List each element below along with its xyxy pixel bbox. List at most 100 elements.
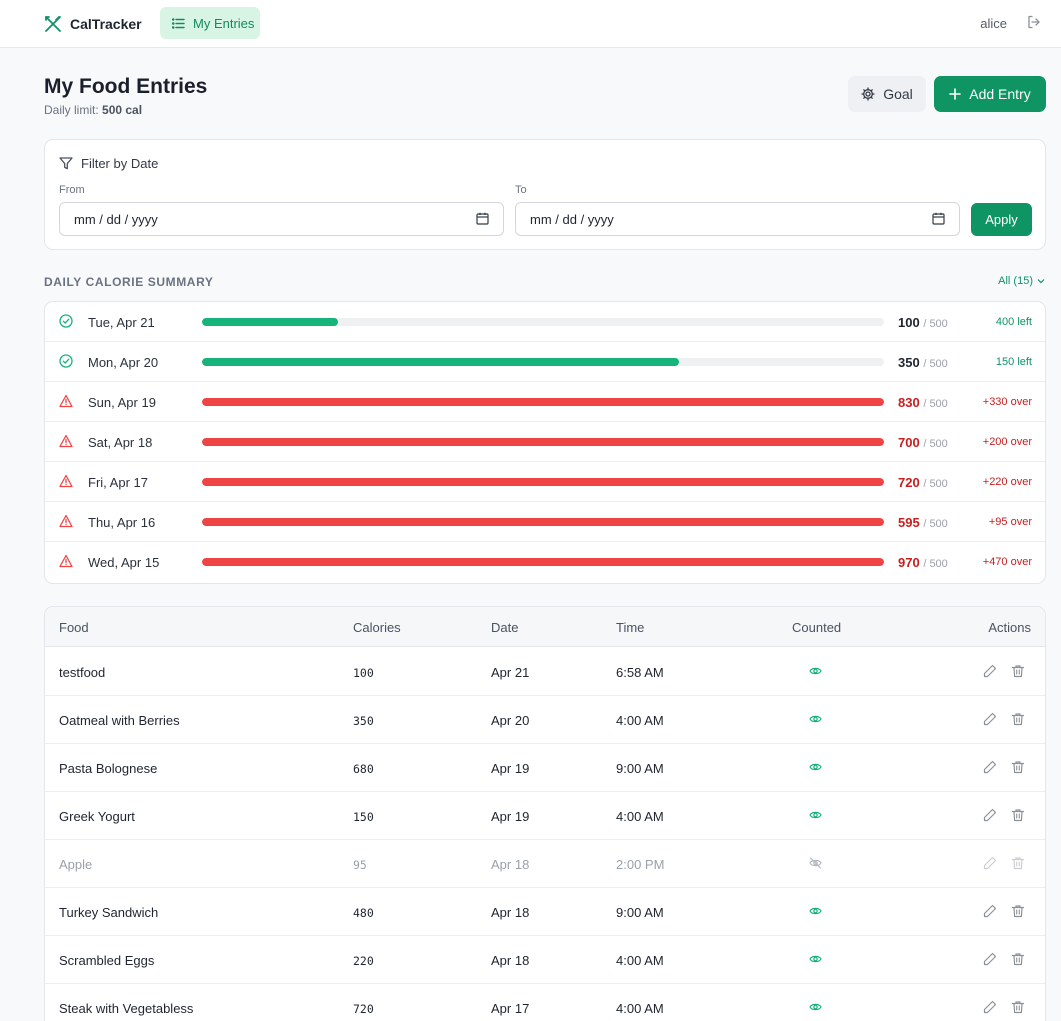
cell-food: Greek Yogurt [59,809,135,824]
counted-toggle[interactable] [809,665,822,680]
cell-time: 9:00 AM [616,761,664,776]
edit-button[interactable] [983,808,997,825]
edit-button[interactable] [983,952,997,969]
delete-button[interactable] [1011,664,1025,681]
remaining-calories: +220 over [982,476,1032,488]
entries-table: Food Calories Date Time Counted Actions … [44,606,1046,1021]
table-row[interactable]: Scrambled Eggs 220 Apr 18 4:00 AM [45,936,1045,984]
counted-toggle[interactable] [809,761,822,776]
progress-fill [202,318,339,326]
edit-button[interactable] [983,904,997,921]
to-label: To [515,184,527,196]
consumed-value: 970 [898,555,920,570]
cell-food: Apple [59,857,93,872]
table-row[interactable]: Oatmeal with Berries 350 Apr 20 4:00 AM [45,696,1045,744]
summary-row: Sat, Apr 18 700 / 500 +200 over [45,422,1045,462]
warning-triangle-icon [59,554,73,568]
progress-track [202,398,884,406]
consumed-value: 350 [898,355,920,370]
table-row[interactable]: Turkey Sandwich 480 Apr 18 9:00 AM [45,888,1045,936]
counted-toggle[interactable] [809,1001,822,1016]
table-row[interactable]: Pasta Bolognese 680 Apr 19 9:00 AM [45,744,1045,792]
cell-date: Apr 20 [491,713,530,728]
delete-button[interactable] [1011,904,1025,921]
remaining-calories: 150 left [995,356,1032,368]
consumed-value: 830 [898,395,920,410]
edit-button[interactable] [983,856,997,873]
daily-limit: Daily limit: 500 cal [44,103,142,117]
calendar-icon[interactable] [932,212,945,225]
pencil-icon [983,1000,997,1014]
pencil-icon [983,952,997,966]
cell-food: testfood [59,665,106,680]
limit-value: / 500 [923,398,948,410]
nav-my-entries[interactable]: My Entries [160,7,260,39]
from-date-input[interactable]: mm / dd / yyyy [59,202,504,236]
delete-button[interactable] [1011,856,1025,873]
list-icon [172,17,185,29]
table-row[interactable]: Steak with Vegetabless 720 Apr 17 4:00 AM [45,984,1045,1021]
filter-title: Filter by Date [81,156,159,171]
pencil-icon [983,904,997,918]
from-date-placeholder: mm / dd / yyyy [74,211,158,227]
counted-toggle[interactable] [809,713,822,728]
goal-button[interactable]: Goal [848,76,926,112]
counted-toggle[interactable] [809,953,822,968]
apply-filter-button[interactable]: Apply [971,203,1032,236]
logout-button[interactable] [1027,15,1041,32]
edit-button[interactable] [983,664,997,681]
add-entry-button[interactable]: Add Entry [934,76,1046,112]
pencil-icon [983,808,997,822]
summary-title: DAILY CALORIE SUMMARY [44,275,214,289]
summary-day: Tue, Apr 21 [88,315,155,330]
edit-button[interactable] [983,1000,997,1017]
cell-calories: 150 [353,810,374,824]
delete-button[interactable] [1011,952,1025,969]
summary-day: Mon, Apr 20 [88,355,159,370]
table-row[interactable]: testfood 100 Apr 21 6:58 AM [45,648,1045,696]
delete-button[interactable] [1011,808,1025,825]
summary-day: Thu, Apr 16 [88,515,156,530]
summary-row: Mon, Apr 20 350 / 500 150 left [45,342,1045,382]
cell-calories: 350 [353,714,374,728]
table-row[interactable]: Greek Yogurt 150 Apr 19 4:00 AM [45,792,1045,840]
calendar-icon[interactable] [476,212,489,225]
delete-button[interactable] [1011,760,1025,777]
col-time[interactable]: Time [616,620,645,635]
summary-range-dropdown[interactable]: All (15) [998,275,1045,287]
eye-icon [809,907,822,915]
limit-value: / 500 [923,518,948,530]
progress-track [202,358,884,366]
nav-my-entries-label: My Entries [193,15,255,31]
table-header: Food Calories Date Time Counted Actions [45,607,1045,647]
table-row[interactable]: Apple 95 Apr 18 2:00 PM [45,840,1045,888]
cell-date: Apr 19 [491,761,530,776]
brand[interactable]: CalTracker [44,14,142,34]
counted-toggle[interactable] [809,809,822,824]
cell-calories: 95 [353,858,367,872]
delete-button[interactable] [1011,712,1025,729]
status-over [59,394,73,411]
progress-track [202,318,884,326]
page-title: My Food Entries [44,75,208,98]
progress-fill [202,558,884,566]
counted-toggle[interactable] [809,905,822,920]
cell-time: 4:00 AM [616,809,664,824]
summary-range-label: All (15) [998,275,1033,287]
col-food[interactable]: Food [59,620,89,635]
progress-track [202,478,884,486]
edit-button[interactable] [983,712,997,729]
pencil-icon [983,760,997,774]
cell-time: 4:00 AM [616,1001,664,1016]
col-date[interactable]: Date [491,620,519,635]
edit-button[interactable] [983,760,997,777]
limit-value: / 500 [923,478,948,490]
cell-food: Steak with Vegetabless [59,1001,194,1016]
remaining-calories: 400 left [995,316,1032,328]
delete-button[interactable] [1011,1000,1025,1017]
cell-date: Apr 19 [491,809,530,824]
counted-toggle[interactable] [809,857,822,872]
to-date-input[interactable]: mm / dd / yyyy [515,202,960,236]
filter-header: Filter by Date [59,156,158,171]
col-calories[interactable]: Calories [353,620,401,635]
